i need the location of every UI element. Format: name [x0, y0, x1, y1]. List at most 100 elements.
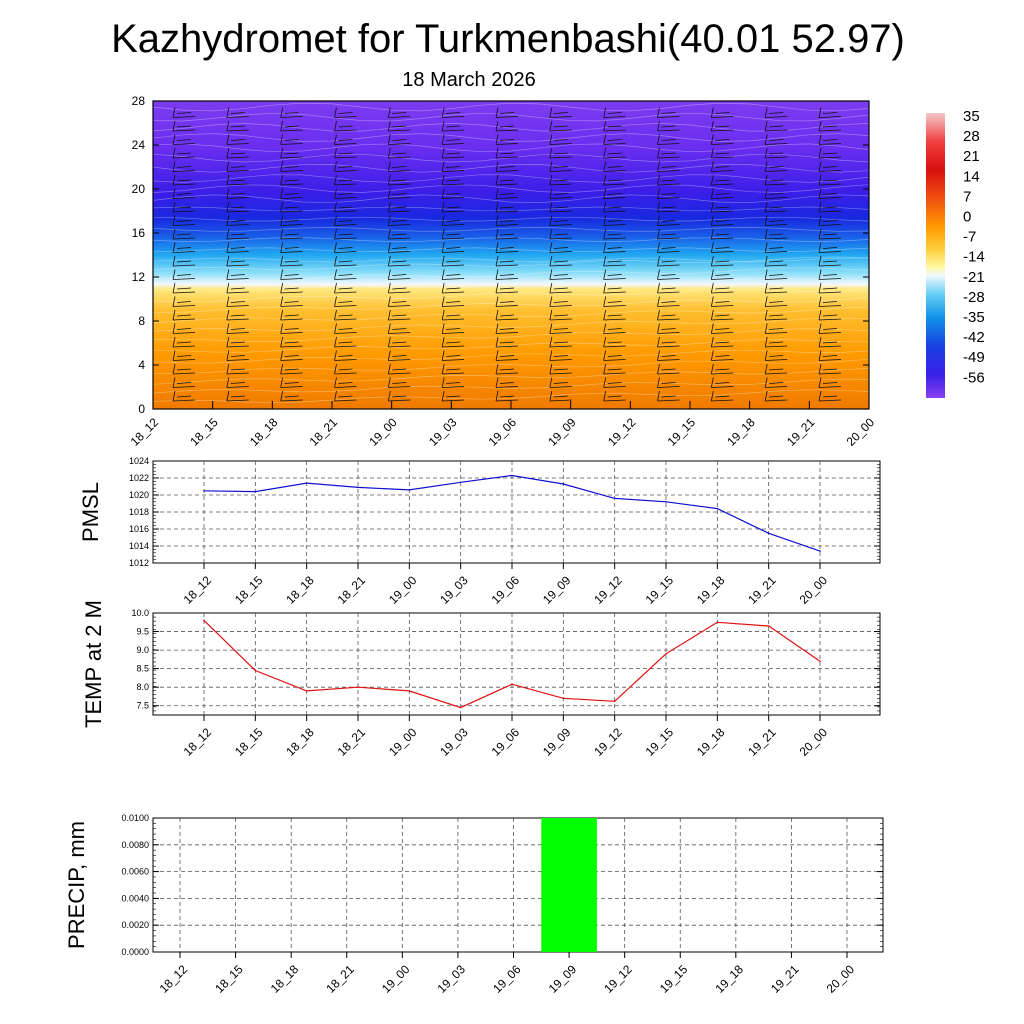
wind-barb: [710, 120, 734, 132]
wind-barb: [549, 323, 572, 334]
wind-barb: [334, 282, 357, 294]
colorbar: 35 28 21 14 7 0 -7 -14 -21 -28 -35 -42 -49 -56: [926, 108, 985, 398]
wind-barb: [764, 215, 788, 226]
colorbar-label: -35: [963, 309, 985, 326]
precip-panel: 0.0000 0.0020 0.0040 0.0060 0.0080 0.0100 18_1…: [64, 813, 884, 996]
wind-barb: [495, 296, 519, 307]
pmsl-ytick-label: 1024: [129, 456, 149, 466]
wind-barb: [603, 215, 626, 226]
colorbar-label: -42: [963, 329, 985, 346]
precip-ytick-label: 0.0040: [121, 893, 149, 903]
wind-barb: [549, 161, 572, 172]
wind-barb: [387, 350, 411, 361]
wind-barb: [657, 377, 680, 388]
wind-barb: [280, 282, 303, 294]
temp2m-point: [716, 621, 719, 624]
colorbar-label: 28: [963, 128, 980, 145]
wind-barb: [603, 363, 626, 375]
wind-barb: [549, 363, 572, 375]
wind-barb: [549, 174, 572, 186]
wind-barb: [657, 120, 680, 132]
wind-barb: [172, 323, 196, 334]
temp2m-point: [254, 669, 257, 672]
wind-barb: [280, 161, 303, 172]
wind-barb: [172, 174, 196, 186]
wind-barb: [603, 255, 626, 267]
wind-barb: [764, 350, 788, 361]
heatmap-ytick-label: 8: [138, 314, 145, 328]
wind-barb: [657, 228, 680, 240]
temp2m-point: [819, 660, 821, 663]
wind-barb: [280, 390, 303, 402]
wind-barb: [172, 188, 196, 199]
wind-barb: [710, 323, 734, 334]
wind-barb: [710, 147, 734, 159]
wind-barb: [334, 201, 357, 213]
wind-barb: [334, 174, 357, 186]
wind-barb: [603, 134, 626, 145]
wind-barb: [495, 215, 519, 226]
wind-barb: [334, 228, 357, 240]
wind-barb: [495, 309, 519, 321]
wind-barb: [818, 350, 842, 361]
wind-barb: [334, 390, 357, 402]
precip-ylabel: PRECIP, mm: [64, 821, 89, 949]
wind-barb: [387, 363, 411, 375]
wind-barb: [334, 255, 357, 267]
wind-barb: [172, 336, 196, 348]
heatmap-ytick-label: 12: [132, 270, 146, 284]
heatmap-xtick-label: 19_09: [545, 415, 579, 449]
precip-bar: [541, 818, 597, 952]
colorbar-labels: 35 28 21 14 7 0 -7 -14 -21 -28 -35 -42 -49 -56: [963, 108, 985, 386]
wind-barb: [226, 215, 249, 226]
wind-barb: [603, 282, 626, 294]
wind-barb: [657, 282, 680, 294]
wind-barb: [495, 390, 519, 402]
heatmap-xtick-label: 18_15: [187, 415, 221, 449]
colorbar-label: 0: [963, 209, 971, 226]
wind-barb: [603, 296, 626, 307]
precip-xtick-label: 18_21: [323, 962, 357, 996]
wind-barb: [764, 296, 788, 307]
temp2m-ytick-label: 10.0: [131, 608, 149, 618]
wind-barb: [280, 363, 303, 375]
wind-barb: [818, 323, 842, 334]
wind-barb: [764, 323, 788, 334]
wind-barb: [280, 296, 303, 307]
wind-barb: [549, 188, 572, 199]
temp2m-xtick-label: 19_09: [540, 725, 574, 759]
wind-barb: [280, 201, 303, 213]
wind-barb: [657, 147, 680, 159]
temp2m-point: [562, 697, 565, 700]
wind-barb: [387, 377, 411, 388]
wind-barb: [710, 174, 734, 186]
wind-barb: [280, 269, 303, 280]
wind-barb: [280, 377, 303, 388]
wind-barb: [172, 242, 196, 253]
wind-barb: [603, 107, 626, 118]
wind-barb: [657, 255, 680, 267]
wind-barb: [226, 377, 249, 388]
colorbar-label: -49: [963, 349, 985, 366]
wind-barb: [657, 363, 680, 375]
wind-barb: [764, 309, 788, 321]
wind-barb: [226, 134, 249, 145]
temp2m-xtick-label: 18_18: [283, 725, 317, 759]
wind-barb: [172, 215, 196, 226]
wind-barb: [334, 215, 357, 226]
heatmap-xtick-label: 19_06: [486, 415, 520, 449]
wind-barb: [818, 188, 842, 199]
heatmap-xtick-label: 19_18: [724, 415, 758, 449]
wind-barb: [441, 336, 465, 348]
wind-barb: [334, 363, 357, 375]
wind-barb: [764, 228, 788, 240]
wind-barb: [387, 201, 411, 213]
page-title: Kazhydromet for Turkmenbashi(40.01 52.97…: [111, 17, 905, 61]
wind-barb: [657, 269, 680, 280]
wind-barb: [710, 134, 734, 145]
heatmap-xtick-label: 18_18: [247, 415, 281, 449]
wind-barb: [441, 134, 465, 145]
wind-barb: [818, 174, 842, 186]
wind-barb: [603, 147, 626, 159]
